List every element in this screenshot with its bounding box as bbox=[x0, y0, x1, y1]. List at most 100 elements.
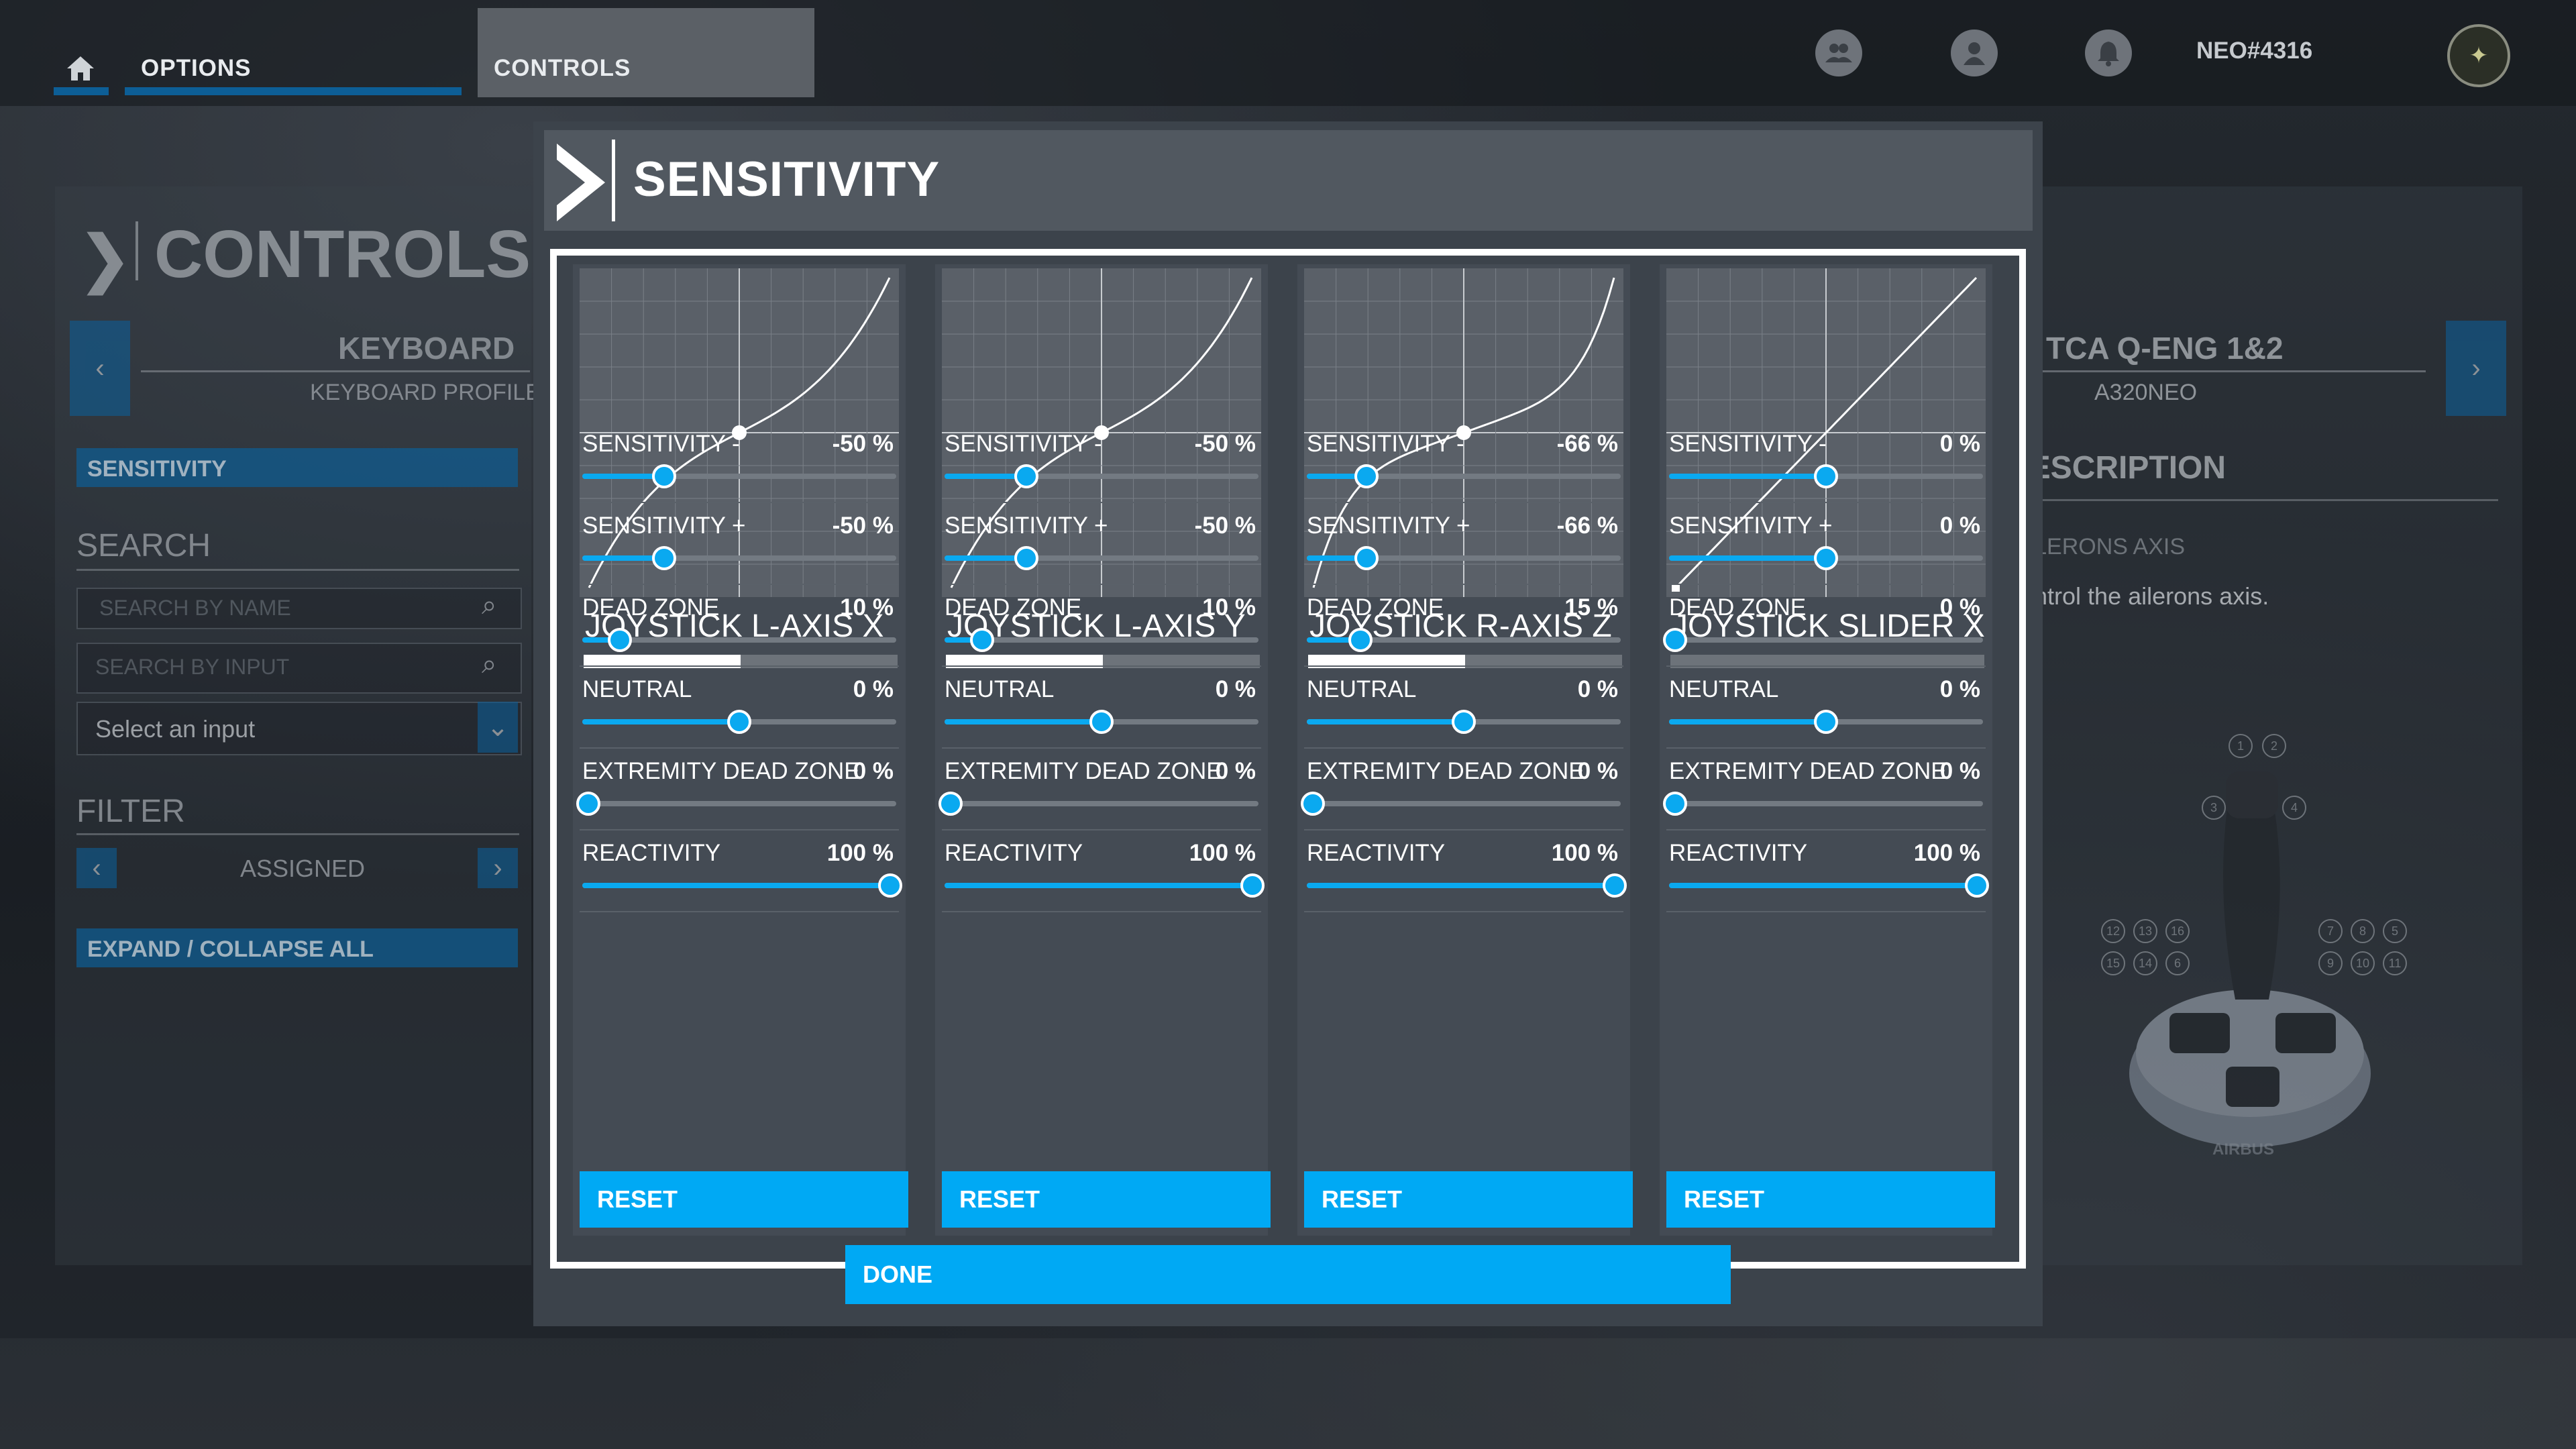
reset-button[interactable]: RESET bbox=[1304, 1171, 1633, 1228]
tab-options[interactable]: OPTIONS bbox=[141, 55, 252, 81]
joystick-button-label: 4 bbox=[2282, 796, 2306, 820]
options-underline bbox=[125, 87, 462, 95]
dialog-title: SENSITIVITY bbox=[633, 152, 941, 207]
tab-controls-background[interactable] bbox=[478, 8, 814, 97]
setting-row: DEAD ZONE 10 % bbox=[942, 584, 1261, 667]
filter-prev-button[interactable]: ‹ bbox=[76, 848, 117, 888]
joystick-button-label: 10 bbox=[2351, 951, 2375, 975]
slider-handle[interactable] bbox=[1964, 873, 1989, 898]
setting-row: EXTREMITY DEAD ZONE 0 % bbox=[1301, 747, 1623, 830]
search-by-name-input[interactable] bbox=[76, 588, 522, 629]
tab-controls[interactable]: CONTROLS bbox=[494, 55, 631, 81]
slider-handle[interactable] bbox=[1354, 464, 1379, 488]
slider-handle[interactable] bbox=[1602, 873, 1627, 898]
setting-slider[interactable] bbox=[1307, 710, 1621, 734]
prev-device-button[interactable]: ‹ bbox=[70, 321, 130, 416]
slider-handle[interactable] bbox=[651, 464, 676, 488]
sensitivity-tab-label: SENSITIVITY bbox=[87, 456, 227, 482]
setting-slider[interactable] bbox=[1307, 546, 1621, 570]
setting-slider[interactable] bbox=[582, 464, 896, 488]
slider-handle[interactable] bbox=[1663, 628, 1688, 652]
setting-label: REACTIVITY bbox=[582, 840, 721, 866]
setting-value: 0 % bbox=[1939, 431, 1980, 457]
slider-handle[interactable] bbox=[877, 873, 902, 898]
done-button[interactable]: DONE bbox=[845, 1245, 1731, 1304]
notifications-icon[interactable] bbox=[2085, 30, 2132, 76]
setting-slider[interactable] bbox=[582, 628, 896, 652]
username[interactable]: NEO#4316 bbox=[2196, 38, 2313, 64]
slider-handle[interactable] bbox=[938, 792, 963, 816]
avatar-badge-icon[interactable]: ✦ bbox=[2447, 24, 2510, 87]
search-icon: ⌕ bbox=[482, 649, 497, 679]
reset-button[interactable]: RESET bbox=[942, 1171, 1271, 1228]
home-icon[interactable] bbox=[66, 55, 95, 82]
slider-handle[interactable] bbox=[1452, 710, 1476, 734]
setting-slider[interactable] bbox=[945, 464, 1258, 488]
setting-slider[interactable] bbox=[1307, 873, 1627, 898]
slider-handle[interactable] bbox=[1814, 710, 1838, 734]
slider-handle[interactable] bbox=[970, 628, 995, 652]
device-brand: AIRBUS bbox=[2212, 1140, 2275, 1159]
setting-value: -50 % bbox=[1194, 431, 1256, 457]
setting-slider[interactable] bbox=[1301, 792, 1621, 816]
slider-handle[interactable] bbox=[1348, 628, 1373, 652]
slider-handle[interactable] bbox=[1301, 792, 1326, 816]
slider-handle[interactable] bbox=[727, 710, 751, 734]
slider-handle[interactable] bbox=[1814, 464, 1838, 488]
setting-row: NEUTRAL 0 % bbox=[1304, 665, 1623, 749]
setting-slider[interactable] bbox=[938, 792, 1258, 816]
setting-slider[interactable] bbox=[1663, 628, 1983, 652]
slider-handle[interactable] bbox=[1014, 546, 1038, 570]
setting-slider[interactable] bbox=[1307, 628, 1621, 652]
slider-handle[interactable] bbox=[608, 628, 633, 652]
setting-slider[interactable] bbox=[576, 792, 896, 816]
slider-handle[interactable] bbox=[1663, 792, 1688, 816]
setting-slider[interactable] bbox=[945, 628, 1258, 652]
setting-label: DEAD ZONE bbox=[1307, 594, 1444, 621]
setting-row: SENSITIVITY + 0 % bbox=[1666, 502, 1986, 585]
setting-slider[interactable] bbox=[945, 546, 1258, 570]
reset-button[interactable]: RESET bbox=[1666, 1171, 1995, 1228]
search-by-input-field[interactable] bbox=[76, 643, 522, 694]
setting-row: REACTIVITY 100 % bbox=[580, 829, 902, 912]
slider-handle[interactable] bbox=[1814, 546, 1838, 570]
setting-slider[interactable] bbox=[582, 710, 896, 734]
slider-handle[interactable] bbox=[576, 792, 601, 816]
setting-label: DEAD ZONE bbox=[582, 594, 720, 621]
setting-slider[interactable] bbox=[582, 873, 902, 898]
slider-handle[interactable] bbox=[1089, 710, 1114, 734]
slider-handle[interactable] bbox=[1354, 546, 1379, 570]
setting-row: SENSITIVITY + -66 % bbox=[1304, 502, 1623, 585]
joystick-button-label: 16 bbox=[2165, 919, 2190, 943]
sensitivity-tab[interactable] bbox=[76, 448, 518, 487]
setting-slider[interactable] bbox=[1669, 873, 1989, 898]
chevron-down-icon[interactable]: ⌄ bbox=[478, 702, 518, 753]
slider-handle[interactable] bbox=[651, 546, 676, 570]
setting-value: 100 % bbox=[1551, 840, 1618, 866]
setting-row: NEUTRAL 0 % bbox=[580, 665, 899, 749]
profile-icon[interactable] bbox=[1951, 30, 1998, 76]
slider-fill bbox=[582, 474, 664, 479]
select-input-value: Select an input bbox=[95, 715, 256, 743]
setting-slider[interactable] bbox=[1307, 464, 1621, 488]
slider-fill bbox=[945, 637, 983, 643]
setting-value: 0 % bbox=[1939, 594, 1980, 621]
expand-collapse-button[interactable] bbox=[76, 928, 518, 967]
setting-slider[interactable] bbox=[1669, 710, 1983, 734]
filter-next-button[interactable]: › bbox=[478, 848, 518, 888]
setting-slider[interactable] bbox=[945, 873, 1265, 898]
slider-handle[interactable] bbox=[1014, 464, 1038, 488]
setting-slider[interactable] bbox=[1669, 546, 1983, 570]
friends-icon[interactable] bbox=[1815, 30, 1862, 76]
setting-slider[interactable] bbox=[945, 710, 1258, 734]
setting-label: SENSITIVITY - bbox=[1669, 431, 1827, 457]
slider-handle[interactable] bbox=[1240, 873, 1265, 898]
setting-value: 100 % bbox=[1913, 840, 1980, 866]
next-device-button[interactable]: › bbox=[2446, 321, 2506, 416]
reset-button[interactable]: RESET bbox=[580, 1171, 908, 1228]
axis-column: JOYSTICK L-AXIS X SENSITIVITY - -50 % SENSI… bbox=[573, 264, 908, 1236]
select-input-dropdown[interactable] bbox=[76, 702, 522, 755]
setting-slider[interactable] bbox=[1663, 792, 1983, 816]
setting-slider[interactable] bbox=[1669, 464, 1983, 488]
setting-slider[interactable] bbox=[582, 546, 896, 570]
